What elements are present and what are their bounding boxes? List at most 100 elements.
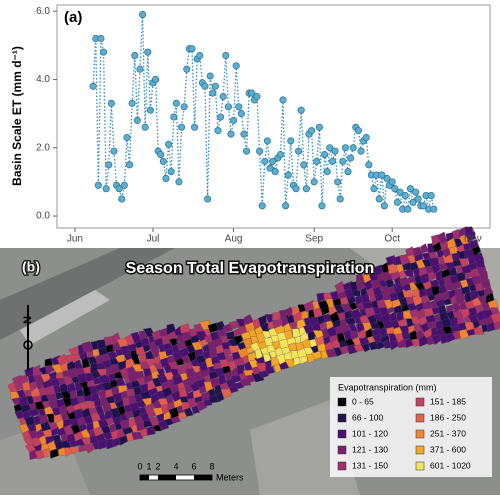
data-point (406, 185, 414, 193)
map-cell (405, 246, 415, 257)
legend-swatch (337, 397, 347, 407)
data-point (292, 185, 300, 193)
data-point (331, 147, 339, 155)
data-point (263, 137, 271, 145)
data-point (318, 202, 326, 210)
data-point (315, 123, 323, 131)
data-point (328, 157, 336, 165)
data-point (141, 123, 149, 131)
data-point (227, 130, 235, 138)
data-point (266, 164, 274, 172)
data-point (357, 147, 365, 155)
data-point (295, 147, 303, 155)
data-point (240, 130, 248, 138)
data-point (375, 195, 383, 203)
data-point (419, 202, 427, 210)
legend-swatch (337, 429, 347, 439)
data-point (204, 195, 212, 203)
map-cell (148, 416, 161, 427)
data-point (243, 147, 251, 155)
data-point (118, 195, 126, 203)
data-point (123, 133, 131, 142)
series-line (92, 14, 435, 210)
panel-label: (a) (64, 9, 82, 26)
map-title: Season Total Evapotranspiration (126, 260, 375, 277)
data-point (383, 174, 391, 183)
scale-bar-segment (158, 475, 176, 480)
map-cell (81, 341, 95, 353)
data-point (230, 116, 238, 124)
x-tick-label: Jul (147, 234, 160, 245)
data-point (344, 168, 352, 176)
data-point (162, 174, 170, 183)
map-cell (347, 323, 359, 332)
map-cell (316, 292, 326, 304)
data-point (89, 82, 97, 90)
y-tick-label: 4.0 (36, 74, 50, 85)
data-point (276, 151, 284, 159)
data-point (206, 72, 214, 80)
data-point (253, 92, 261, 101)
data-point (248, 89, 256, 97)
data-point (97, 34, 105, 43)
data-point (323, 168, 331, 176)
data-point (321, 151, 329, 159)
data-point (401, 192, 409, 200)
scale-label: 6 (191, 461, 196, 471)
map-cell (130, 331, 142, 344)
map-cell (323, 291, 333, 301)
legend-swatch (415, 461, 425, 471)
x-tick-label: Aug (225, 234, 243, 245)
map-cell (412, 246, 423, 257)
data-point (170, 113, 178, 121)
data-point (178, 123, 186, 131)
data-point (115, 185, 123, 193)
data-point (201, 82, 209, 90)
data-point (284, 171, 292, 179)
data-point (427, 192, 435, 200)
legend-label: 131 - 150 (352, 460, 388, 470)
map-cell (44, 357, 53, 367)
data-point (102, 185, 110, 193)
y-tick-label: 6.0 (36, 6, 50, 17)
scale-unit: Meters (216, 472, 244, 482)
legend-swatch (337, 445, 347, 455)
map-cell (74, 359, 83, 370)
data-point (172, 99, 180, 107)
data-point (191, 123, 199, 131)
data-point (354, 127, 362, 135)
data-point (310, 178, 318, 186)
map-cell (399, 276, 411, 287)
data-point (378, 171, 386, 179)
data-point (409, 198, 417, 206)
scale-label: 2 (155, 461, 160, 471)
legend: 0 - 65 66 - 100 101 - 120 121 - 130 131 - 15… (337, 396, 471, 471)
map-cell (420, 243, 429, 254)
data-point (258, 202, 266, 210)
map-cell (272, 312, 281, 321)
data-point (224, 103, 232, 111)
data-point (302, 185, 310, 193)
legend-swatch (337, 413, 347, 423)
data-point (380, 202, 388, 210)
x-tick-label: Nov (464, 234, 482, 245)
data-point (412, 188, 420, 196)
data-point (334, 178, 342, 186)
data-point (209, 89, 217, 97)
panel-label: (b) (22, 259, 40, 275)
data-point (393, 198, 401, 206)
data-point (414, 195, 422, 203)
map-cell (356, 272, 365, 283)
data-point (269, 157, 277, 165)
map-cell (436, 231, 447, 245)
legend-swatch (337, 461, 347, 471)
north-arrow: N (22, 305, 34, 370)
legend-swatch (415, 445, 425, 455)
legend-label: 186 - 250 (430, 412, 466, 422)
data-point (396, 188, 404, 196)
legend-label: 101 - 120 (352, 428, 388, 438)
data-point (131, 51, 139, 60)
map-cell (199, 320, 211, 331)
